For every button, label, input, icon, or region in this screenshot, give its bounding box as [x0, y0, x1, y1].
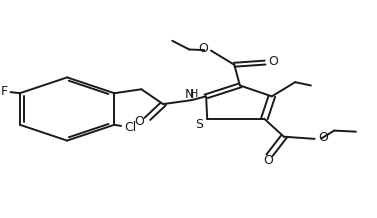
Text: S: S [195, 118, 203, 131]
Text: O: O [268, 55, 278, 68]
Text: H: H [190, 89, 198, 99]
Text: Cl: Cl [124, 121, 136, 134]
Text: O: O [134, 115, 144, 128]
Text: N: N [185, 88, 194, 100]
Text: O: O [318, 131, 328, 144]
Text: O: O [263, 154, 273, 167]
Text: O: O [198, 42, 208, 55]
Text: F: F [1, 85, 8, 98]
